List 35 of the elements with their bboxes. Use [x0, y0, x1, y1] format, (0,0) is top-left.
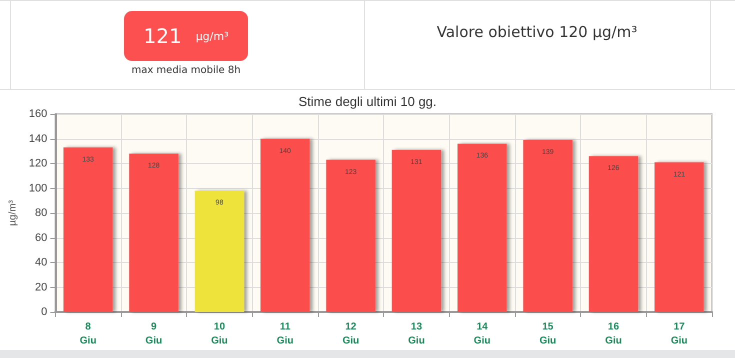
x-tick-label: 16 Giu [605, 322, 622, 346]
y-tick-label: 80 [35, 207, 48, 219]
x-tick-label: 12 Giu [342, 322, 360, 346]
y-tick-label: 100 [28, 182, 48, 194]
x-tick-label: 13 Giu [408, 322, 425, 346]
bar [523, 140, 572, 312]
y-tick-label: 0 [41, 306, 48, 318]
y-tick-label: 120 [28, 158, 48, 170]
x-tick-label: 9 Giu [145, 322, 162, 346]
text: µg/m³ [196, 30, 228, 42]
x-tick-label: 11 Giu [276, 322, 294, 346]
x-tick-label: 14 Giu [474, 322, 490, 346]
y-tick-label: 140 [28, 132, 48, 145]
bar [129, 154, 178, 312]
bar [588, 156, 638, 312]
text: 121 [144, 24, 182, 48]
x-tick-label: 10 Giu [211, 322, 228, 346]
bar [458, 144, 507, 312]
x-tick-label: 8 Giu [80, 322, 96, 346]
y-tick-label: 40 [35, 256, 48, 268]
y-tick-label: 60 [35, 232, 48, 244]
chart-title: Stime degli ultimi 10 gg. [298, 94, 437, 109]
bar [260, 138, 310, 312]
bar [392, 150, 442, 312]
bar [326, 160, 376, 312]
text: max media mobile 8h [130, 65, 242, 76]
x-tick-label: 17 Giu [670, 322, 688, 346]
y-tick-label: 160 [28, 108, 48, 120]
bar [63, 147, 113, 312]
x-tick-label: 15 Giu [539, 322, 556, 346]
y-axis-title: µg/m³ [8, 199, 18, 226]
bar [194, 190, 244, 312]
text: Valore obiettivo 120 µg/m³ [436, 23, 638, 41]
y-tick-label: 20 [35, 281, 48, 294]
bar [654, 162, 704, 312]
